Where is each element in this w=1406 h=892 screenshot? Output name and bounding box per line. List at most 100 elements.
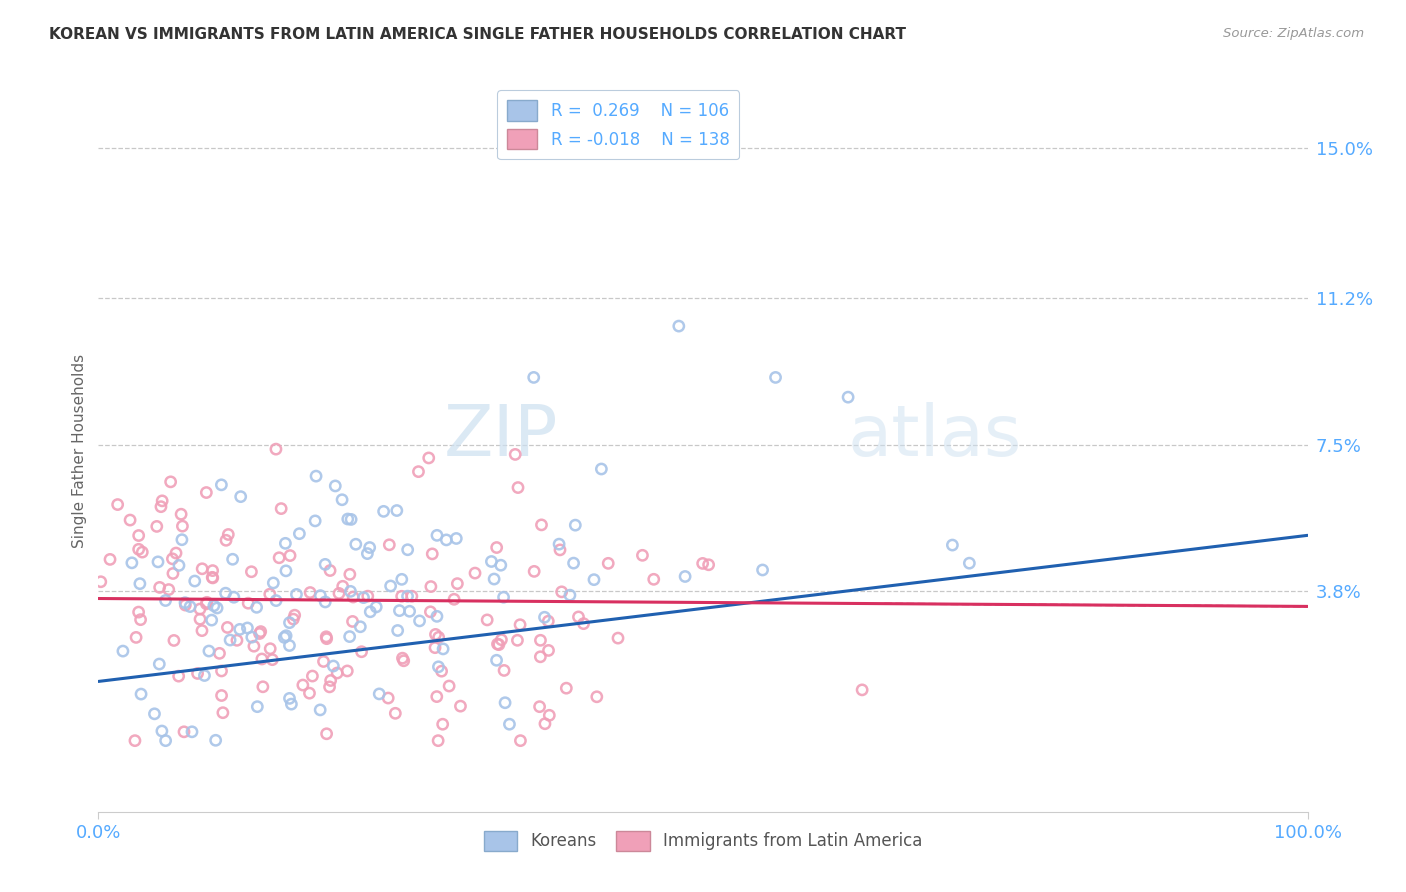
Point <box>314 558 336 572</box>
Point <box>353 591 375 605</box>
Point <box>250 652 273 666</box>
Point <box>326 665 349 680</box>
Point <box>278 691 301 706</box>
Point <box>548 537 571 551</box>
Point <box>450 699 472 714</box>
Point <box>485 653 508 667</box>
Point <box>319 564 342 578</box>
Point <box>475 613 498 627</box>
Point <box>270 501 292 516</box>
Point <box>262 653 284 667</box>
Point <box>537 614 560 628</box>
Point <box>530 517 553 532</box>
Point <box>221 552 243 566</box>
Text: atlas: atlas <box>848 401 1022 470</box>
Point <box>274 536 297 550</box>
Point <box>238 596 260 610</box>
Point <box>427 733 450 747</box>
Point <box>159 475 181 489</box>
Point <box>368 687 391 701</box>
Point <box>572 616 595 631</box>
Point <box>401 589 423 603</box>
Point <box>259 641 281 656</box>
Point <box>284 608 307 623</box>
Point <box>380 579 402 593</box>
Point <box>107 498 129 512</box>
Point <box>212 706 235 720</box>
Point <box>344 537 367 551</box>
Point <box>90 574 112 589</box>
Point <box>537 643 560 657</box>
Point <box>378 538 401 552</box>
Point <box>356 547 378 561</box>
Y-axis label: Single Father Households: Single Father Households <box>72 353 87 548</box>
Point <box>280 697 302 711</box>
Point <box>396 542 419 557</box>
Point <box>129 687 152 701</box>
Point <box>243 639 266 653</box>
Point <box>585 690 607 704</box>
Point <box>128 528 150 542</box>
Point <box>392 654 415 668</box>
Point <box>314 595 336 609</box>
Point <box>489 558 512 573</box>
Point <box>328 586 350 600</box>
Point <box>384 706 406 721</box>
Point <box>336 512 359 526</box>
Point <box>509 617 531 632</box>
Point <box>246 600 269 615</box>
Point <box>591 462 613 476</box>
Point <box>246 699 269 714</box>
Point <box>208 646 231 660</box>
Point <box>673 569 696 583</box>
Point <box>366 599 388 614</box>
Point <box>120 513 142 527</box>
Point <box>201 570 224 584</box>
Point <box>155 733 177 747</box>
Point <box>195 485 218 500</box>
Point <box>214 586 236 600</box>
Point <box>408 614 430 628</box>
Point <box>205 601 228 615</box>
Point <box>426 528 449 542</box>
Point <box>488 638 510 652</box>
Point <box>201 564 224 578</box>
Point <box>643 572 665 586</box>
Point <box>430 664 453 678</box>
Point <box>373 504 395 518</box>
Point <box>195 597 218 611</box>
Text: KOREAN VS IMMIGRANTS FROM LATIN AMERICA SINGLE FATHER HOUSEHOLDS CORRELATION CHA: KOREAN VS IMMIGRANTS FROM LATIN AMERICA … <box>49 27 907 42</box>
Point <box>278 639 301 653</box>
Point <box>434 533 457 547</box>
Text: ZIP: ZIP <box>443 401 558 470</box>
Point <box>229 490 252 504</box>
Legend: Koreans, Immigrants from Latin America: Koreans, Immigrants from Latin America <box>477 824 929 857</box>
Point <box>252 680 274 694</box>
Point <box>146 519 169 533</box>
Point <box>124 733 146 747</box>
Point <box>357 589 380 603</box>
Point <box>291 678 314 692</box>
Point <box>262 575 284 590</box>
Point <box>941 538 963 552</box>
Point <box>432 717 454 731</box>
Point <box>283 612 305 626</box>
Point <box>229 623 252 637</box>
Point <box>668 319 690 334</box>
Point <box>529 633 551 648</box>
Point <box>264 593 287 607</box>
Point <box>607 631 630 645</box>
Point <box>315 632 337 646</box>
Point <box>582 573 605 587</box>
Point <box>485 541 508 555</box>
Point <box>427 630 450 644</box>
Point <box>128 605 150 619</box>
Point <box>211 664 233 678</box>
Point <box>558 588 581 602</box>
Point <box>494 696 516 710</box>
Point <box>174 598 197 612</box>
Point <box>426 609 449 624</box>
Point <box>278 549 301 563</box>
Point <box>167 558 190 573</box>
Point <box>128 576 150 591</box>
